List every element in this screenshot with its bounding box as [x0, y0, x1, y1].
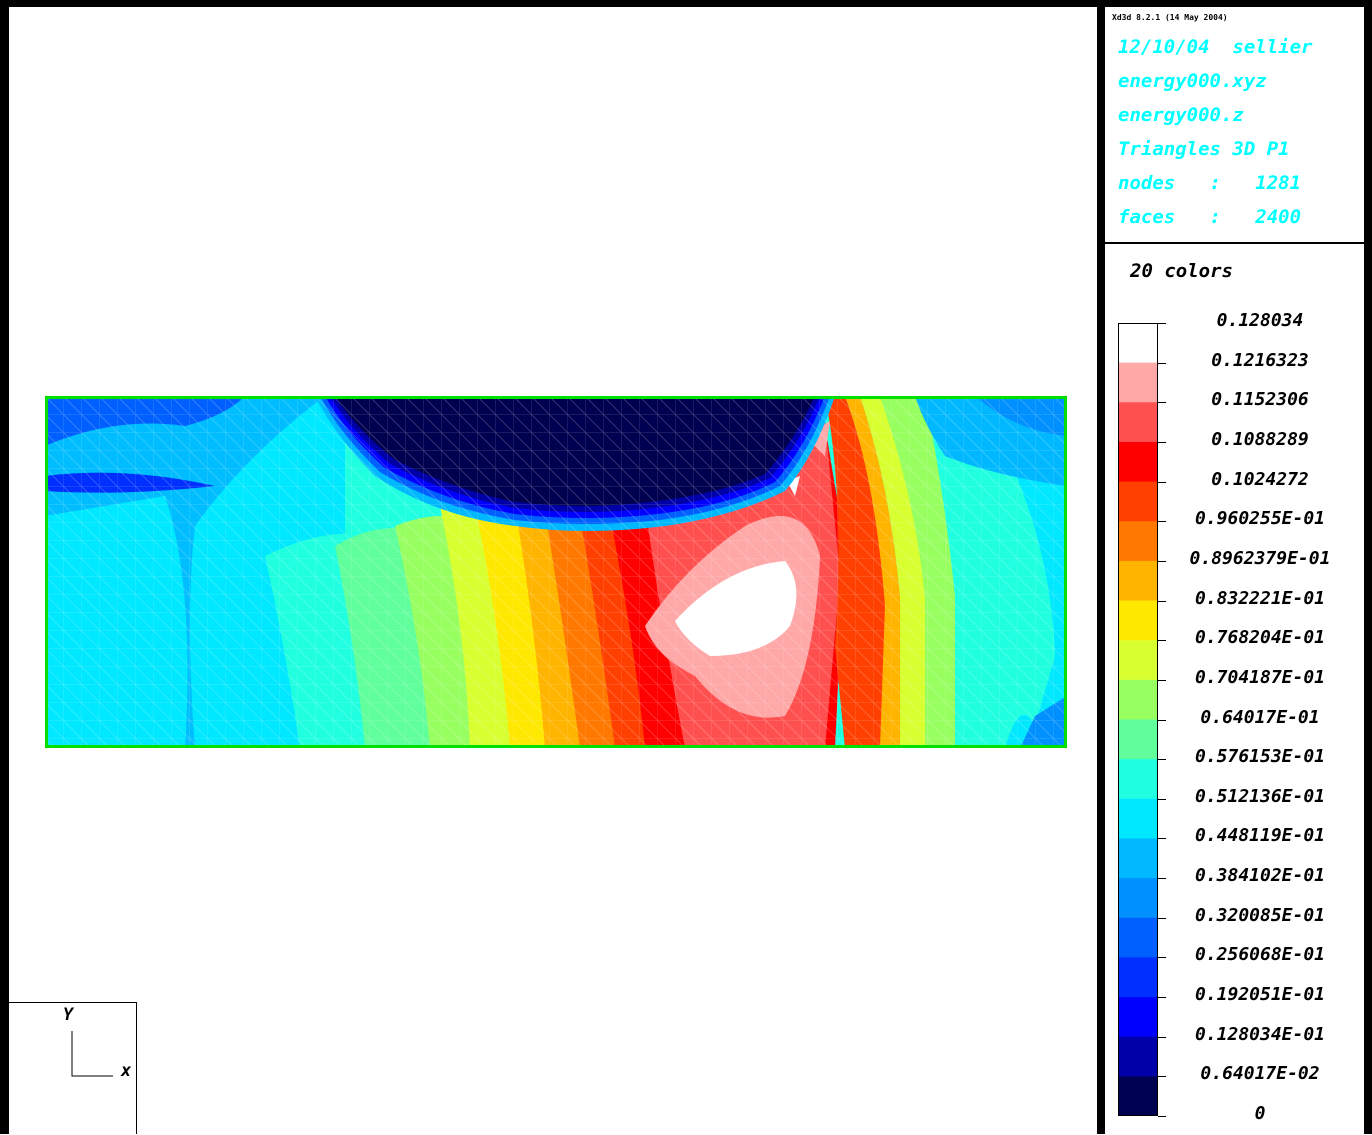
legend-band: [1118, 402, 1158, 443]
legend-tick: [1158, 521, 1166, 522]
legend-value-label: 0.704187E-01: [1194, 667, 1326, 688]
legend-tick: [1158, 838, 1166, 839]
legend-band: [1118, 441, 1158, 483]
info-xyz-file: energy000.xyz: [1118, 70, 1267, 92]
axes-indicator: Y x: [9, 1002, 137, 1134]
legend-band: [1118, 481, 1158, 522]
info-nodes: nodes : 1281: [1118, 172, 1302, 194]
legend-value-label: 0.8962379E-01: [1189, 548, 1331, 569]
axis-y-label: Y: [63, 1005, 74, 1025]
legend-band: [1118, 560, 1158, 602]
legend-band: [1118, 679, 1158, 720]
legend-band: [1118, 878, 1158, 919]
legend-band: [1118, 719, 1158, 760]
legend-band: [1118, 1036, 1158, 1077]
legend-value-label: 0.64017E-02: [1200, 1063, 1320, 1084]
legend-band: [1118, 798, 1158, 839]
info-separator: [1105, 242, 1364, 244]
legend-tick: [1158, 918, 1166, 919]
legend-band: [1118, 917, 1158, 958]
info-element-type: Triangles 3D P1: [1118, 138, 1290, 160]
legend-tick: [1158, 799, 1166, 800]
window-border-right: [1364, 0, 1372, 1134]
axes-icon: [71, 1031, 113, 1077]
legend-tick: [1158, 1076, 1166, 1077]
legend-value-label: 0.832221E-01: [1194, 588, 1326, 609]
legend-value-label: 0.512136E-01: [1194, 786, 1326, 807]
legend-tick: [1158, 759, 1166, 760]
info-faces: faces : 2400: [1118, 206, 1302, 228]
axis-x-label: x: [121, 1061, 132, 1081]
mesh-overlay: [45, 396, 1067, 748]
legend-frame: [1118, 323, 1158, 1116]
legend-value-label: 0: [1254, 1103, 1266, 1124]
legend-tick: [1158, 720, 1166, 721]
legend-tick: [1158, 323, 1166, 324]
legend-tick: [1158, 561, 1166, 562]
legend-value-label: 0.448119E-01: [1194, 825, 1326, 846]
legend-tick: [1158, 402, 1166, 403]
legend-value-label: 0.384102E-01: [1194, 865, 1326, 886]
legend-tick: [1158, 957, 1166, 958]
info-date-user: 12/10/04 sellier: [1118, 36, 1313, 58]
legend-band: [1118, 1076, 1158, 1116]
legend-value-label: 0.64017E-01: [1200, 707, 1320, 728]
legend-value-label: 0.960255E-01: [1194, 508, 1326, 529]
version-label: Xd3d 8.2.1 (14 May 2004): [1112, 13, 1228, 22]
legend-tick: [1158, 442, 1166, 443]
legend-tick: [1158, 640, 1166, 641]
legend-band: [1118, 838, 1158, 879]
domain-outline: [45, 396, 1067, 748]
legend-value-label: 0.320085E-01: [1194, 905, 1326, 926]
info-z-file: energy000.z: [1118, 104, 1244, 126]
legend-band: [1118, 600, 1158, 641]
legend-tick: [1158, 680, 1166, 681]
legend-band: [1118, 997, 1158, 1038]
legend-band: [1118, 759, 1158, 800]
legend-band: [1118, 640, 1158, 681]
legend-value-label: 0.1152306: [1211, 389, 1309, 410]
legend-value-label: 0.192051E-01: [1194, 984, 1326, 1005]
legend-value-label: 0.128034E-01: [1194, 1024, 1326, 1045]
window-border-top: [0, 0, 1372, 7]
legend-tick: [1158, 997, 1166, 998]
legend-value-label: 0.256068E-01: [1194, 944, 1326, 965]
legend-value-label: 0.1216323: [1211, 350, 1309, 371]
color-legend-bar: [1118, 323, 1158, 1116]
legend-tick: [1158, 1037, 1166, 1038]
window-border-left: [0, 0, 9, 1134]
legend-band: [1118, 323, 1158, 364]
panel-separator: [1097, 0, 1105, 1134]
legend-color-count: 20 colors: [1130, 260, 1233, 282]
legend-tick: [1158, 363, 1166, 364]
legend-tick: [1158, 1116, 1166, 1117]
legend-tick: [1158, 601, 1166, 602]
legend-value-label: 0.1088289: [1211, 429, 1309, 450]
legend-value-label: 0.128034: [1216, 310, 1304, 331]
legend-tick: [1158, 482, 1166, 483]
legend-band: [1118, 957, 1158, 998]
legend-tick: [1158, 878, 1166, 879]
legend-value-label: 0.1024272: [1211, 469, 1309, 490]
contour-plot: [45, 396, 1067, 748]
legend-value-label: 0.576153E-01: [1194, 746, 1326, 767]
legend-value-label: 0.768204E-01: [1194, 627, 1326, 648]
legend-band: [1118, 521, 1158, 562]
legend-band: [1118, 362, 1158, 403]
